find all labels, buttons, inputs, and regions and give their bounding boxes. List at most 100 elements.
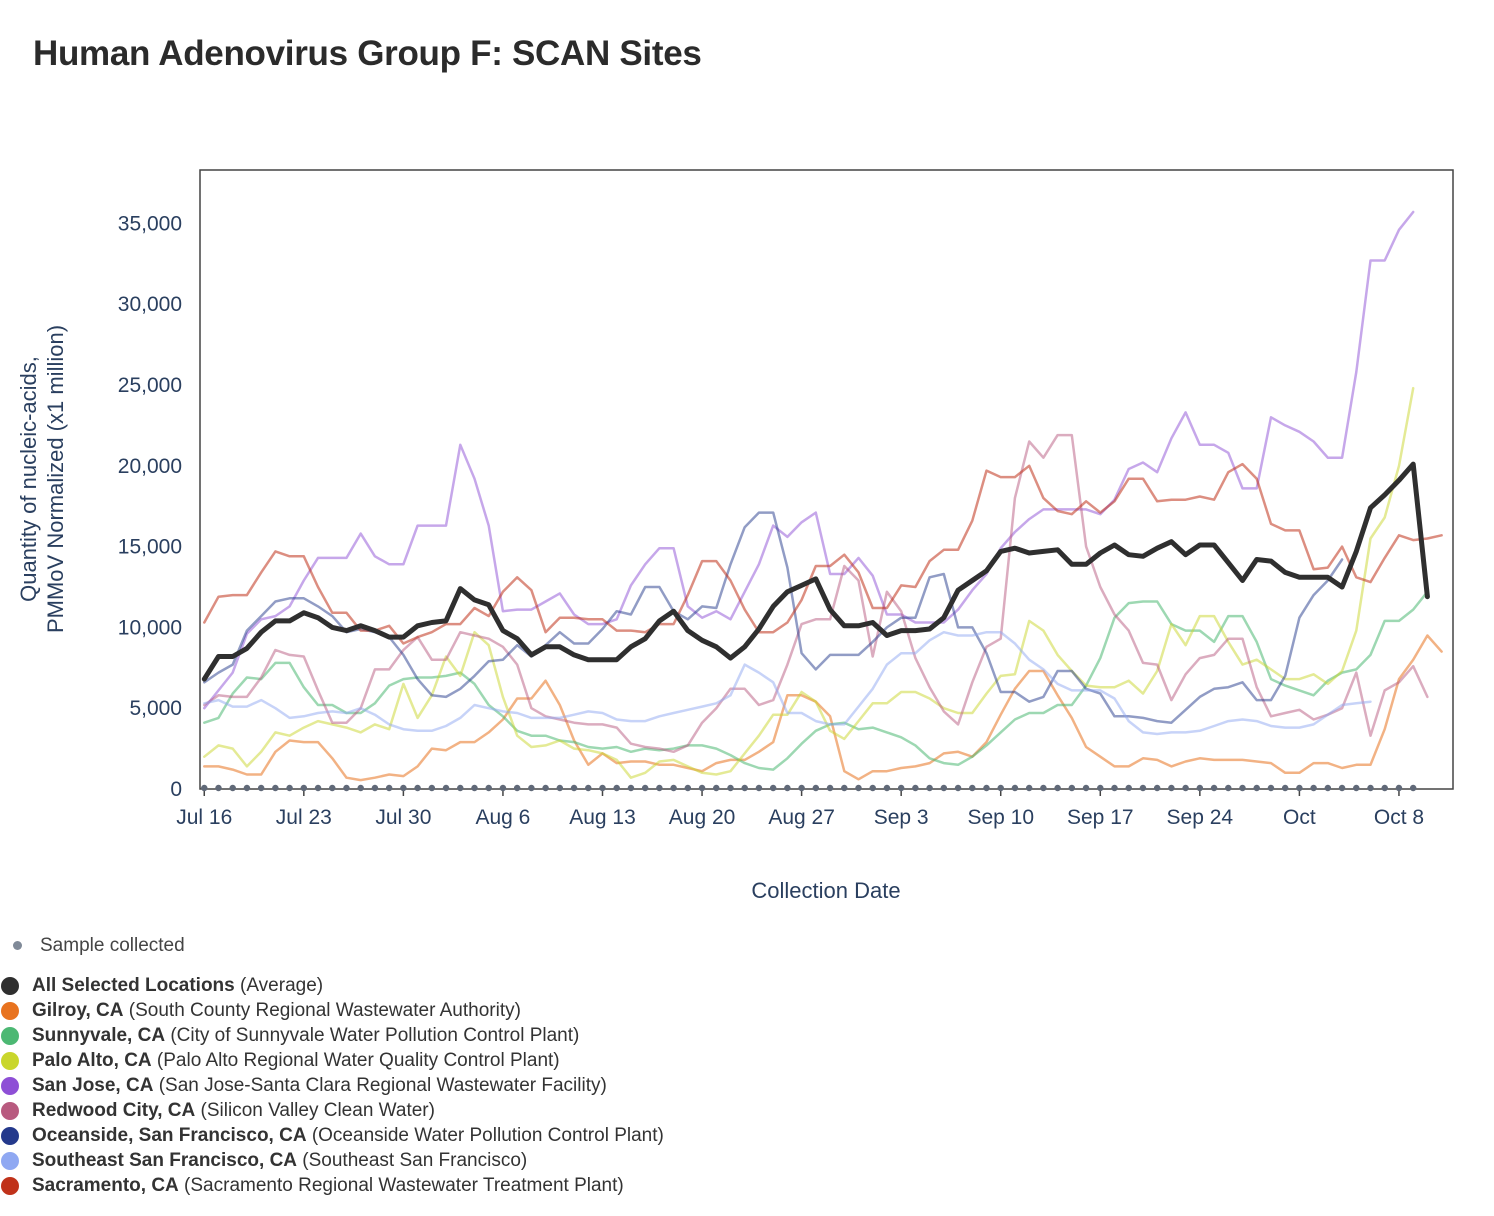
sample-marker[interactable] [1111, 784, 1118, 792]
sample-marker[interactable] [656, 784, 663, 792]
legend-item[interactable]: Southeast San Francisco, CA (Southeast S… [0, 1149, 900, 1174]
sample-marker[interactable] [684, 784, 692, 792]
sample-marker[interactable] [727, 784, 734, 792]
sample-marker[interactable] [855, 784, 862, 792]
sample-marker[interactable] [414, 784, 421, 792]
sample-marker[interactable] [1267, 784, 1275, 792]
sample-marker[interactable] [229, 784, 236, 792]
sample-marker[interactable] [1196, 784, 1204, 792]
sample-marker[interactable] [1381, 784, 1388, 792]
sample-marker[interactable] [457, 784, 464, 792]
sample-marker[interactable] [314, 784, 322, 792]
sample-marker[interactable] [1054, 784, 1061, 792]
sample-marker[interactable] [485, 784, 492, 792]
sample-marker[interactable] [585, 784, 592, 792]
sample-marker[interactable] [755, 784, 763, 792]
sample-marker[interactable] [542, 784, 549, 792]
series-line-san-jose-ca[interactable] [203, 210, 1415, 710]
legend-item[interactable]: Gilroy, CA (South County Regional Wastew… [0, 999, 900, 1024]
sample-marker[interactable] [1296, 784, 1303, 792]
legend-item[interactable]: Oceanside, San Francisco, CA (Oceanside … [0, 1124, 900, 1149]
sample-marker[interactable] [528, 784, 535, 792]
sample-marker[interactable] [1310, 784, 1317, 792]
series-line-redwood-city-ca[interactable] [203, 433, 1429, 754]
sample-marker[interactable] [670, 784, 677, 792]
sample-marker[interactable] [698, 784, 706, 792]
sample-marker[interactable] [969, 784, 976, 792]
legend-item[interactable]: All Selected Locations (Average) [0, 974, 900, 999]
sample-marker[interactable] [513, 784, 521, 792]
series-line-sunnyvale-ca[interactable] [203, 590, 1429, 771]
sample-marker[interactable] [940, 784, 948, 792]
sample-marker[interactable] [329, 784, 336, 792]
series-line-gilroy-ca[interactable] [203, 634, 1443, 782]
sample-marker[interactable] [1040, 784, 1047, 792]
series-line-oceanside-san-francisco-ca[interactable] [203, 511, 1344, 724]
legend-item[interactable]: Sacramento, CA (Sacramento Regional Wast… [0, 1174, 900, 1199]
sample-marker[interactable] [641, 784, 649, 792]
sample-marker[interactable] [570, 784, 578, 792]
sample-marker[interactable] [400, 784, 407, 792]
sample-marker[interactable] [286, 784, 293, 792]
sample-marker[interactable] [1068, 784, 1076, 792]
sample-marker[interactable] [798, 784, 805, 792]
sample-marker[interactable] [784, 784, 791, 792]
sample-marker[interactable] [897, 784, 905, 792]
legend-item[interactable]: Redwood City, CA (Silicon Valley Clean W… [0, 1099, 900, 1124]
sample-marker[interactable] [201, 784, 208, 792]
sample-marker[interactable] [1097, 784, 1104, 792]
sample-marker[interactable] [1139, 784, 1147, 792]
sample-marker[interactable] [385, 784, 393, 792]
sample-marker[interactable] [343, 784, 350, 792]
sample-marker[interactable] [1324, 784, 1332, 792]
sample-marker[interactable] [1367, 784, 1374, 792]
sample-marker[interactable] [1253, 784, 1260, 792]
sample-marker[interactable] [1082, 784, 1090, 792]
sample-marker[interactable] [1239, 784, 1246, 792]
sample-marker[interactable] [1153, 784, 1161, 792]
sample-marker[interactable] [741, 784, 748, 792]
sample-marker[interactable] [1409, 784, 1417, 792]
sample-marker[interactable] [769, 784, 777, 792]
sample-marker[interactable] [912, 784, 919, 792]
sample-marker[interactable] [954, 784, 962, 792]
sample-marker[interactable] [841, 784, 848, 792]
sample-marker[interactable] [826, 784, 834, 792]
legend-item[interactable]: San Jose, CA (San Jose-Santa Clara Regio… [0, 1074, 900, 1099]
sample-marker[interactable] [215, 784, 222, 792]
sample-marker[interactable] [371, 784, 379, 792]
sample-marker[interactable] [883, 784, 891, 792]
sample-marker[interactable] [357, 784, 364, 792]
sample-marker[interactable] [1395, 784, 1403, 792]
sample-marker[interactable] [428, 784, 436, 792]
sample-marker[interactable] [243, 784, 251, 792]
sample-marker[interactable] [1011, 784, 1019, 792]
sample-marker[interactable] [257, 784, 265, 792]
series-line-palo-alto-ca[interactable] [203, 386, 1415, 779]
series-line-southeast-san-francisco-ca[interactable] [203, 630, 1372, 736]
sample-marker[interactable] [1338, 784, 1346, 792]
sample-marker[interactable] [556, 784, 564, 792]
sample-marker[interactable] [1182, 784, 1189, 792]
sample-marker[interactable] [300, 784, 308, 792]
sample-marker[interactable] [613, 784, 620, 792]
sample-marker[interactable] [1353, 784, 1360, 792]
legend-sample-collected[interactable]: Sample collected [0, 932, 900, 962]
series-line-sacramento-ca[interactable] [203, 462, 1443, 645]
sample-marker[interactable] [926, 784, 933, 792]
sample-marker[interactable] [812, 784, 820, 792]
sample-marker[interactable] [1025, 784, 1033, 792]
sample-marker[interactable] [599, 784, 606, 792]
legend-item[interactable]: Sunnyvale, CA (City of Sunnyvale Water P… [0, 1024, 900, 1049]
sample-marker[interactable] [1225, 784, 1232, 792]
sample-marker[interactable] [1210, 784, 1218, 792]
sample-marker[interactable] [1168, 784, 1175, 792]
sample-marker[interactable] [442, 784, 450, 792]
legend-item[interactable]: Palo Alto, CA (Palo Alto Regional Water … [0, 1049, 900, 1074]
sample-marker[interactable] [869, 784, 876, 792]
sample-marker[interactable] [1281, 784, 1289, 792]
sample-marker[interactable] [997, 784, 1004, 792]
series-line-all-selected-locations[interactable] [201, 461, 1430, 682]
sample-marker[interactable] [499, 784, 507, 792]
sample-marker[interactable] [983, 784, 990, 792]
